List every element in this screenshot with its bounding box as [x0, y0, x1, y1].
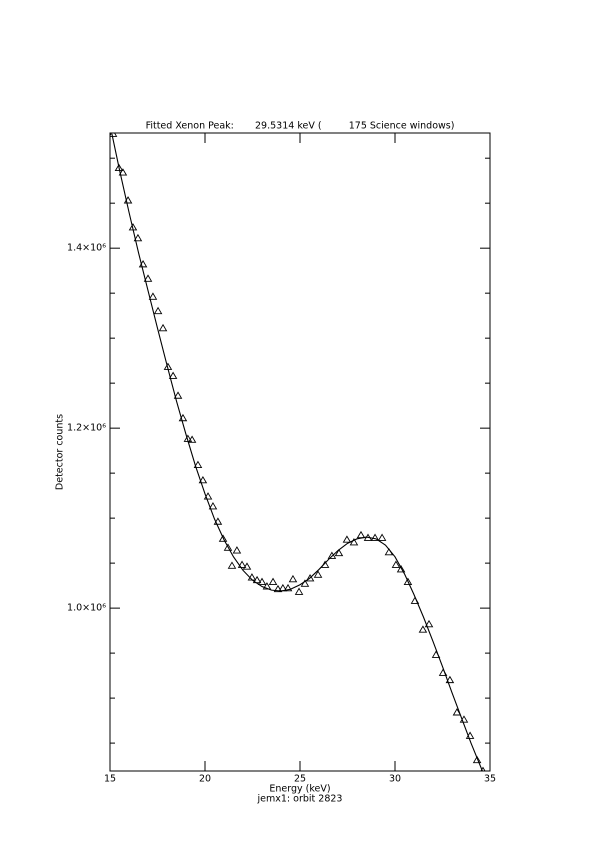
data-point: [391, 560, 401, 568]
data-point: [349, 538, 359, 546]
data-point: [148, 292, 158, 300]
data-point: [472, 755, 482, 764]
x-tick-label: 25: [294, 774, 306, 785]
data-point: [173, 391, 183, 399]
data-point: [396, 565, 406, 573]
data-point: [480, 766, 486, 771]
data-point: [418, 625, 428, 633]
plot-frame: [109, 132, 491, 772]
chart-title: Fitted Xenon Peak: 29.5314 keV ( 175 Sci…: [146, 121, 455, 132]
data-point: [305, 574, 315, 582]
data-point: [158, 323, 168, 332]
x-axis-label: Energy (keV): [269, 784, 330, 795]
data-point: [133, 233, 143, 242]
data-point: [227, 561, 237, 569]
data-point: [334, 548, 344, 557]
data-point: [208, 502, 218, 510]
data-point: [237, 560, 247, 568]
data-point: [403, 577, 413, 585]
data-point: [262, 582, 272, 590]
y-tick-label: 1.4×10⁶: [67, 243, 106, 254]
data-point: [273, 584, 283, 593]
y-tick-label: 1.0×10⁶: [67, 603, 106, 614]
data-point: [377, 533, 387, 541]
fit-line: [111, 133, 483, 771]
data-point: [300, 579, 310, 587]
data-point: [153, 306, 163, 315]
x-tick-label: 35: [484, 774, 496, 785]
plot-area: [110, 133, 486, 771]
x-tick-label: 30: [389, 774, 401, 785]
data-point: [218, 534, 228, 542]
data-point: [242, 562, 252, 570]
subtitle: jemx1: orbit 2823: [257, 794, 343, 805]
data-point: [143, 274, 153, 282]
data-point: [257, 577, 267, 585]
x-tick-label: 20: [199, 774, 211, 785]
data-point: [268, 577, 278, 585]
data-point: [283, 583, 293, 592]
data-point: [198, 475, 208, 484]
data-point: [327, 551, 337, 559]
data-point: [232, 546, 242, 554]
data-point: [424, 619, 434, 628]
data-point: [288, 574, 298, 583]
data-point: [356, 530, 366, 539]
data-point: [294, 587, 304, 595]
y-tick-label: 1.2×10⁶: [67, 423, 106, 434]
data-point: [342, 535, 352, 543]
data-point: [110, 133, 118, 137]
data-point: [193, 460, 203, 468]
data-point: [313, 570, 323, 578]
data-point: [118, 168, 128, 176]
data-point: [223, 543, 233, 551]
data-point: [213, 517, 223, 525]
x-tick-label: 15: [104, 774, 116, 785]
data-point: [187, 435, 197, 443]
data-point: [370, 533, 380, 541]
y-axis-label: Detector counts: [55, 414, 66, 490]
data-point: [168, 371, 178, 379]
data-point: [445, 675, 455, 684]
data-point: [114, 163, 124, 172]
